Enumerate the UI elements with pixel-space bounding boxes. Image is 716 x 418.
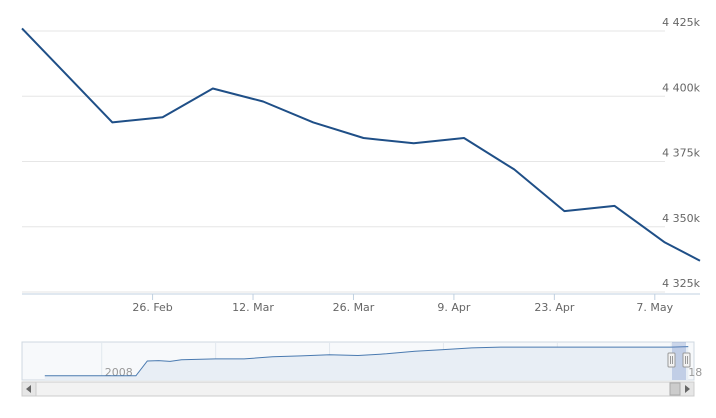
scrollbar-thumb[interactable] [669,382,681,396]
scrollbar[interactable] [21,381,695,397]
x-tick-label: 9. Apr [437,301,470,314]
y-tick-label: 4 425k [662,16,700,29]
x-tick-label: 23. Apr [534,301,574,314]
y-tick-label: 4 350k [662,212,700,225]
x-axis: 26. Feb 12. Mar 26. Mar 9. Apr 23. Apr 7. May [22,293,700,314]
navigator[interactable]: 200820102012201420162018 [21,341,702,381]
y-tick-label: 4 400k [662,81,700,94]
x-tick-label: 26. Feb [132,301,172,314]
x-tick-label: 7. May [636,301,673,314]
x-tick-label: 12. Mar [232,301,274,314]
grid-lines [22,30,665,293]
scrollbar-track[interactable] [21,381,695,397]
navigator-area [44,346,689,380]
navigator-handle[interactable] [667,352,676,368]
y-tick-label: 4 375k [662,147,700,160]
navigator-selection[interactable] [672,342,686,380]
series-line [21,27,701,262]
arrow-left-icon [26,385,31,393]
arrow-right-icon [685,385,690,393]
navigator-handle[interactable] [682,352,691,368]
x-tick-label: 26. Mar [333,301,375,314]
y-axis-labels: 4 425k 4 400k 4 375k 4 350k 4 325k [662,16,700,290]
y-tick-label: 4 325k [662,277,700,290]
plot-area [21,27,701,262]
navigator-line [44,346,689,377]
